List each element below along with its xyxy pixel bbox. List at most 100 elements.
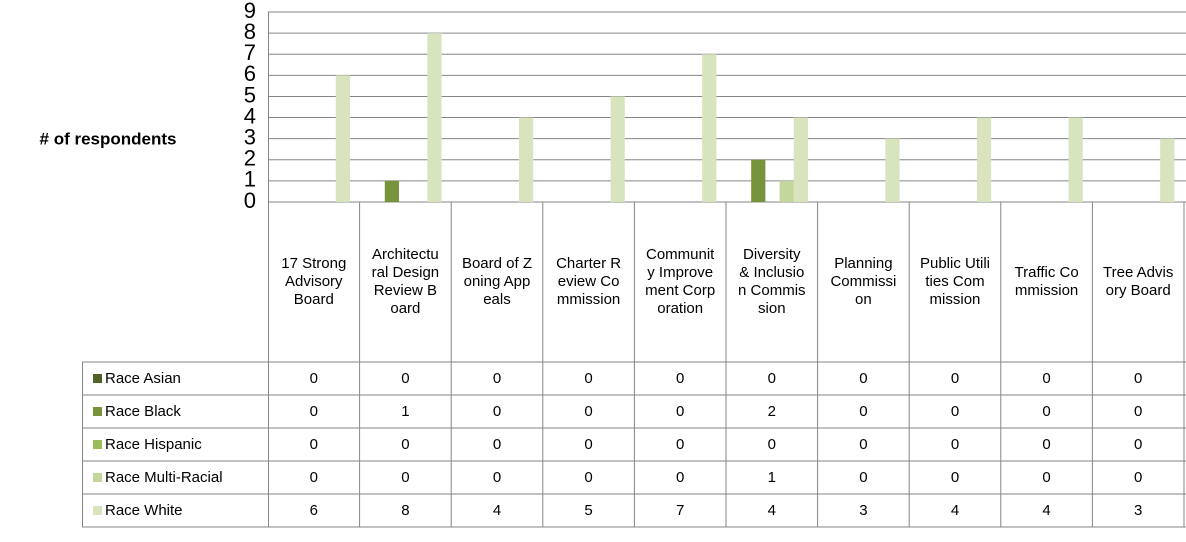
table-value: 0 bbox=[1042, 403, 1051, 420]
legend-entry: Race Black bbox=[83, 395, 268, 428]
y-tick-label: 5 bbox=[244, 82, 256, 107]
legend-swatch bbox=[93, 374, 102, 383]
y-tick-label: 1 bbox=[244, 167, 256, 192]
table-value: 4 bbox=[767, 502, 776, 519]
table-value: 0 bbox=[950, 436, 960, 453]
bar bbox=[1160, 138, 1175, 202]
bar bbox=[885, 138, 900, 202]
table-value: 0 bbox=[1042, 469, 1051, 486]
table-value: 0 bbox=[309, 436, 318, 453]
y-tick-label: 3 bbox=[244, 124, 256, 149]
table-value: 1 bbox=[401, 403, 410, 420]
table-value: 4 bbox=[492, 502, 502, 519]
table-value: 0 bbox=[584, 469, 593, 486]
legend-entry: Race Asian bbox=[83, 362, 268, 395]
table-value: 0 bbox=[676, 403, 685, 420]
y-tick-label: 4 bbox=[244, 103, 256, 128]
table-value: 3 bbox=[1134, 502, 1143, 519]
legend-label: Race Asian bbox=[105, 370, 181, 387]
table-value: 6 bbox=[309, 502, 318, 519]
table-value: 0 bbox=[950, 469, 960, 486]
table-value: 0 bbox=[767, 436, 776, 453]
bar bbox=[518, 117, 534, 202]
table-value: 0 bbox=[950, 403, 960, 420]
x-tick-label: Charter Review Commission bbox=[556, 255, 622, 308]
table-value: 0 bbox=[492, 370, 502, 387]
bar bbox=[384, 180, 399, 202]
x-tick-label: Tree Advisory Board bbox=[1103, 264, 1174, 299]
table-value: 0 bbox=[1042, 370, 1051, 387]
table-value: 0 bbox=[492, 403, 502, 420]
table-value: 0 bbox=[492, 436, 502, 453]
table-value: 0 bbox=[584, 370, 593, 387]
x-tick-label: Traffic Commission bbox=[1014, 264, 1079, 299]
table-value: 4 bbox=[1042, 502, 1051, 519]
table-value: 1 bbox=[767, 469, 776, 486]
y-tick-label: 0 bbox=[244, 188, 256, 213]
legend-entry: Race White bbox=[83, 494, 268, 527]
x-tick-label: Board of Zoning Appeals bbox=[461, 255, 532, 308]
table-value: 0 bbox=[1134, 436, 1143, 453]
table-value: 0 bbox=[584, 436, 593, 453]
y-tick-label: 7 bbox=[244, 40, 256, 65]
legend-label: Race White bbox=[105, 502, 183, 519]
bar bbox=[1068, 117, 1083, 202]
bar bbox=[976, 117, 992, 202]
x-tick-label: Architectural Design Review Board bbox=[371, 246, 440, 317]
bar bbox=[610, 96, 625, 202]
legend-entry: Race Multi-Racial bbox=[83, 461, 268, 494]
table-value: 0 bbox=[309, 469, 318, 486]
legend-entry: Race Hispanic bbox=[83, 428, 268, 461]
x-tick-label: Community Improvement Corporation bbox=[645, 246, 716, 317]
table-value: 8 bbox=[401, 502, 410, 519]
table-value: 0 bbox=[767, 370, 776, 387]
x-tick-label: Planning Commission bbox=[830, 255, 897, 308]
table-value: 0 bbox=[309, 403, 318, 420]
table-value: 5 bbox=[584, 502, 593, 519]
table-value: 0 bbox=[676, 370, 685, 387]
table-value: 3 bbox=[859, 502, 868, 519]
y-tick-label: 2 bbox=[244, 146, 256, 171]
legend-swatch bbox=[93, 473, 102, 482]
bar bbox=[751, 159, 766, 202]
y-tick-label: 6 bbox=[244, 61, 256, 86]
legend-label: Race Multi-Racial bbox=[105, 469, 223, 486]
y-tick-label: 8 bbox=[244, 19, 256, 44]
table-value: 0 bbox=[1042, 436, 1051, 453]
table-value: 0 bbox=[1134, 370, 1143, 387]
table-value: 0 bbox=[859, 403, 868, 420]
x-tick-label: 17 Strong Advisory Board bbox=[281, 255, 347, 308]
table-value: 0 bbox=[859, 370, 868, 387]
table-value: 2 bbox=[767, 403, 776, 420]
table-value: 0 bbox=[676, 469, 685, 486]
table-value: 4 bbox=[950, 502, 960, 519]
table-value: 0 bbox=[859, 469, 868, 486]
table-value: 0 bbox=[676, 436, 685, 453]
legend-swatch bbox=[93, 506, 102, 515]
table-value: 0 bbox=[309, 370, 318, 387]
table-value: 0 bbox=[1134, 403, 1143, 420]
table-value: 0 bbox=[859, 436, 868, 453]
legend-label: Race Hispanic bbox=[105, 436, 202, 453]
y-axis-label: # of respondents bbox=[40, 129, 177, 148]
bar bbox=[702, 54, 717, 202]
legend-swatch bbox=[93, 440, 102, 449]
bar bbox=[793, 117, 808, 202]
table-value: 7 bbox=[676, 502, 685, 519]
table-value: 0 bbox=[401, 370, 410, 387]
bar bbox=[779, 180, 794, 202]
table-value: 0 bbox=[401, 436, 410, 453]
table-value: 0 bbox=[492, 469, 502, 486]
y-tick-label: 9 bbox=[244, 0, 256, 23]
table-value: 0 bbox=[584, 403, 593, 420]
table-value: 0 bbox=[950, 370, 960, 387]
legend-swatch bbox=[93, 407, 102, 416]
x-tick-label: Public Utilities Commission bbox=[919, 255, 990, 308]
x-tick-label: Diversity & Inclusion Commission bbox=[738, 246, 806, 317]
legend-label: Race Black bbox=[105, 403, 181, 420]
table-value: 0 bbox=[1134, 469, 1143, 486]
table-value: 0 bbox=[401, 469, 410, 486]
bar bbox=[427, 33, 442, 202]
